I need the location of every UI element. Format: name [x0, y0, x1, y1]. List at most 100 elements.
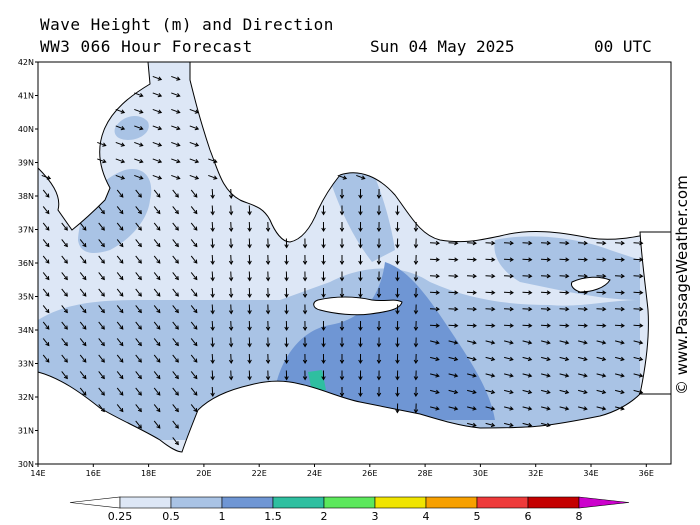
lat-label: 34N — [18, 326, 34, 335]
direction-arrow — [134, 108, 144, 114]
direction-arrow — [98, 272, 105, 281]
landmass — [37, 61, 672, 465]
legend-swatch — [323, 496, 376, 509]
direction-arrow — [135, 288, 142, 297]
direction-arrow — [429, 290, 440, 295]
direction-arrow — [247, 271, 252, 282]
direction-arrow — [467, 389, 477, 395]
direction-arrow — [153, 354, 161, 363]
legend-label: 5 — [474, 510, 481, 523]
direction-arrow — [504, 356, 514, 362]
direction-arrow — [135, 420, 142, 429]
direction-arrow — [321, 271, 326, 282]
direction-arrow — [98, 206, 105, 215]
direction-arrow — [208, 158, 218, 164]
direction-arrow — [578, 373, 588, 378]
direction-arrow — [61, 222, 68, 231]
direction-arrow — [135, 321, 142, 330]
direction-arrow — [522, 323, 533, 328]
direction-arrow — [42, 222, 50, 231]
direction-arrow — [356, 174, 366, 180]
coastline-africa — [37, 371, 672, 465]
direction-arrow — [614, 273, 625, 279]
direction-arrow — [485, 406, 496, 411]
direction-arrow — [540, 323, 551, 328]
direction-arrow — [42, 239, 50, 248]
direction-arrow — [190, 272, 198, 281]
direction-arrow — [116, 354, 124, 363]
direction-arrow — [596, 273, 607, 279]
direction-arrow — [596, 257, 607, 262]
direction-arrow — [265, 353, 271, 364]
direction-arrow — [633, 389, 644, 395]
direction-arrow — [448, 356, 459, 362]
direction-arrow — [559, 356, 570, 362]
direction-arrow — [522, 257, 533, 262]
direction-arrow — [577, 257, 588, 262]
direction-arrow — [135, 239, 142, 248]
direction-arrow — [577, 273, 588, 279]
lon-label: 14E — [30, 469, 45, 478]
direction-arrow — [503, 273, 514, 279]
legend-label: 0.5 — [162, 510, 180, 523]
direction-arrow — [522, 422, 533, 428]
direction-arrow — [559, 340, 570, 345]
direction-arrow — [42, 321, 50, 330]
legend-swatch — [578, 496, 630, 509]
direction-arrow — [466, 257, 477, 262]
direction-arrow — [596, 406, 607, 411]
direction-arrow — [577, 240, 588, 246]
direction-arrow — [172, 321, 179, 330]
direction-arrow — [321, 353, 326, 364]
direction-arrow — [265, 238, 271, 249]
direction-arrow — [413, 287, 419, 298]
direction-arrow — [358, 188, 363, 199]
direction-arrow — [358, 254, 363, 265]
forecast-time: 00 UTC — [594, 37, 652, 56]
direction-arrow — [485, 389, 496, 395]
direction-arrow — [265, 370, 271, 381]
direction-arrow — [522, 290, 533, 295]
direction-arrow — [190, 222, 198, 231]
direction-arrow — [302, 254, 308, 265]
lat-label: 31N — [18, 427, 34, 436]
direction-arrow — [559, 273, 570, 279]
direction-arrow — [467, 340, 477, 345]
lon-label: 28E — [417, 469, 432, 478]
direction-arrow — [541, 406, 551, 411]
direction-arrow — [503, 240, 514, 246]
direction-arrow — [210, 353, 215, 364]
lon-label: 18E — [141, 469, 156, 478]
direction-arrow — [376, 188, 382, 199]
direction-arrow — [376, 287, 382, 298]
direction-arrow — [116, 404, 124, 413]
direction-arrow — [284, 254, 289, 265]
latitude-labels: 42N 41N 40N 39N 38N 37N 36N 35N 34N 33N 32N 31N 30N — [18, 58, 38, 469]
direction-arrow — [485, 290, 496, 295]
direction-arrow — [247, 337, 252, 348]
direction-arrow — [395, 370, 400, 381]
direction-arrow — [116, 305, 124, 314]
direction-arrow — [210, 386, 215, 397]
direction-arrow — [210, 320, 215, 331]
direction-arrow — [61, 272, 68, 281]
legend-swatch — [170, 496, 223, 509]
direction-arrow — [247, 304, 252, 315]
direction-arrow — [247, 287, 252, 298]
direction-arrow — [228, 238, 234, 249]
direction-arrow — [172, 387, 179, 396]
direction-arrow — [135, 272, 142, 281]
lat-label: 42N — [18, 58, 34, 67]
direction-arrow — [135, 206, 142, 215]
direction-arrow — [376, 386, 382, 397]
direction-arrow — [171, 125, 181, 131]
direction-arrow — [210, 337, 215, 348]
direction-arrow — [522, 406, 533, 411]
direction-arrow — [429, 257, 440, 262]
direction-arrow — [413, 304, 419, 315]
direction-arrow — [302, 271, 308, 282]
direction-arrow — [247, 320, 252, 331]
direction-arrow — [522, 273, 533, 279]
direction-arrow — [302, 353, 308, 364]
direction-arrow — [228, 320, 234, 331]
